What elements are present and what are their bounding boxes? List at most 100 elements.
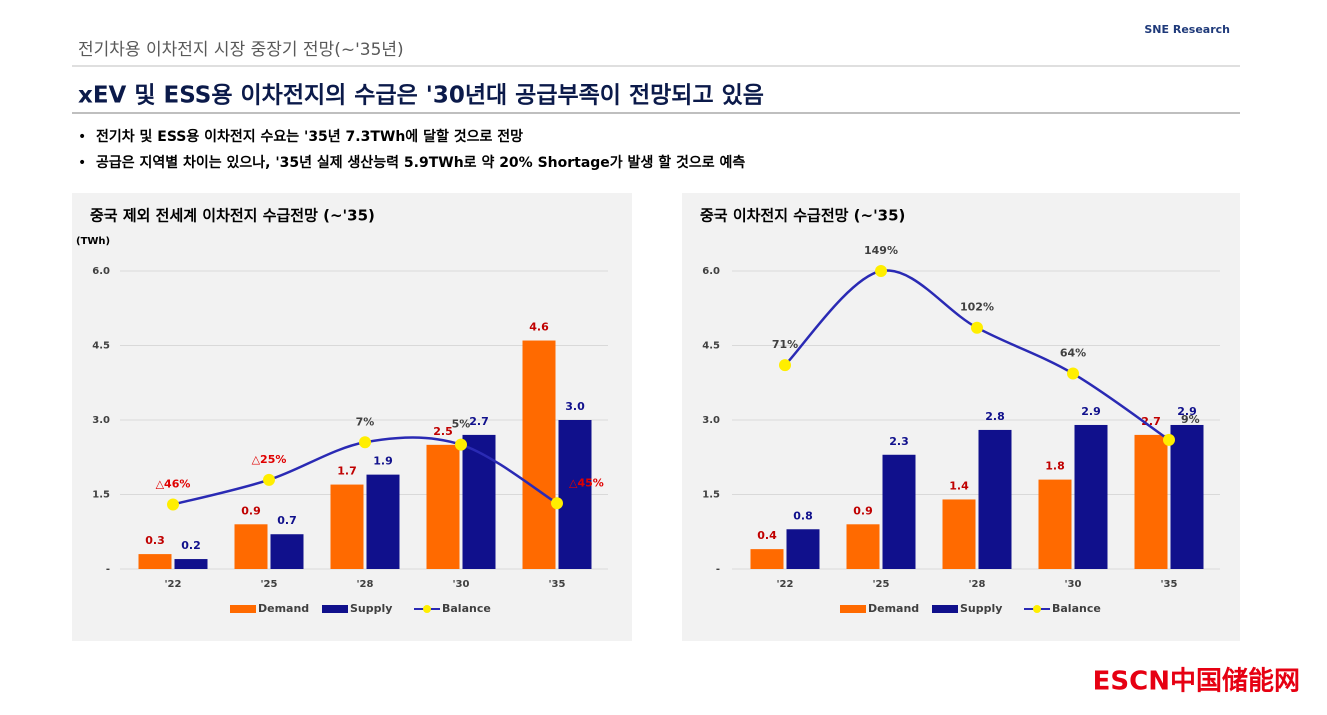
footer-logo: ESCN中国储能网 bbox=[1093, 666, 1300, 697]
line-marker bbox=[1163, 433, 1175, 446]
bar bbox=[1074, 424, 1108, 569]
bar bbox=[750, 549, 784, 569]
legend-swatch bbox=[1033, 605, 1041, 613]
legend-label: Demand bbox=[868, 602, 919, 615]
x-tick-label: '25 bbox=[873, 579, 890, 590]
value-label: 0.9 bbox=[241, 504, 261, 517]
value-label: 7% bbox=[356, 415, 375, 428]
logo: SNE Research bbox=[1144, 23, 1230, 36]
x-tick-label: '25 bbox=[261, 579, 278, 590]
legend-swatch bbox=[932, 605, 958, 613]
bar bbox=[174, 559, 208, 569]
legend-label: Balance bbox=[1052, 602, 1101, 615]
value-label: 2.5 bbox=[433, 425, 453, 438]
legend-swatch bbox=[840, 605, 866, 613]
value-label: 1.8 bbox=[1045, 460, 1065, 473]
x-tick-label: '35 bbox=[549, 579, 566, 590]
line-marker bbox=[971, 321, 983, 334]
bullet: 전기차 및 ESS용 이차전지 수요는 '35년 7.3TWh에 달할 것으로 … bbox=[96, 128, 523, 145]
value-label: 0.4 bbox=[757, 529, 777, 542]
x-tick-label: '22 bbox=[777, 579, 794, 590]
bar bbox=[1134, 434, 1168, 569]
line-marker bbox=[875, 265, 887, 277]
bullet-dot: • bbox=[78, 155, 86, 171]
chart-title: 중국 제외 전세계 이차전지 수급전망 (~'35) bbox=[90, 207, 375, 225]
value-label: 71% bbox=[772, 338, 798, 351]
value-label: 64% bbox=[1060, 347, 1086, 360]
bar bbox=[978, 429, 1012, 569]
bar bbox=[522, 340, 556, 569]
x-tick-label: '28 bbox=[357, 579, 374, 590]
x-tick-label: '30 bbox=[1065, 579, 1082, 590]
value-label: △25% bbox=[252, 453, 287, 466]
legend-swatch bbox=[322, 605, 348, 613]
bar bbox=[1038, 479, 1072, 569]
value-label: 9% bbox=[1181, 413, 1200, 426]
value-label: 0.2 bbox=[181, 539, 201, 552]
bar bbox=[330, 484, 364, 569]
bar bbox=[138, 554, 172, 569]
legend-label: Demand bbox=[258, 602, 309, 615]
value-label: 2.7 bbox=[469, 415, 489, 428]
slide-title: xEV 및 ESS용 이차전지의 수급은 '30년대 공급부족이 전망되고 있음 bbox=[78, 83, 764, 109]
bar bbox=[942, 499, 976, 569]
value-label: 5% bbox=[452, 418, 471, 431]
value-label: 102% bbox=[960, 301, 994, 314]
y-tick-label: 4.5 bbox=[92, 341, 110, 352]
bullet-dot: • bbox=[78, 129, 86, 145]
value-label: △46% bbox=[156, 477, 191, 490]
y-tick-label: - bbox=[716, 564, 720, 575]
line-marker bbox=[359, 436, 371, 449]
y-tick-label: 6.0 bbox=[702, 266, 720, 277]
y-tick-label: 3.0 bbox=[92, 415, 110, 426]
chart-title: 중국 이차전지 수급전망 (~'35) bbox=[700, 207, 905, 225]
bar bbox=[786, 529, 820, 569]
bar bbox=[270, 534, 304, 569]
line-marker bbox=[1067, 367, 1079, 380]
value-label: △45% bbox=[569, 476, 604, 489]
value-label: 2.8 bbox=[985, 410, 1005, 423]
value-label: 3.0 bbox=[565, 400, 585, 413]
y-tick-label: 4.5 bbox=[702, 341, 720, 352]
bar bbox=[462, 434, 496, 569]
x-tick-label: '35 bbox=[1161, 579, 1178, 590]
x-tick-label: '22 bbox=[165, 579, 182, 590]
line-marker bbox=[455, 438, 467, 451]
y-tick-label: 6.0 bbox=[92, 266, 110, 277]
bar bbox=[558, 420, 592, 569]
y-axis-label: (TWh) bbox=[76, 236, 110, 247]
line-marker bbox=[263, 473, 275, 486]
value-label: 1.4 bbox=[949, 479, 969, 492]
x-tick-label: '30 bbox=[453, 579, 470, 590]
bar bbox=[366, 474, 400, 569]
bullet: 공급은 지역별 차이는 있으나, '35년 실제 생산능력 5.9TWh로 약 … bbox=[96, 154, 745, 171]
legend-label: Supply bbox=[350, 602, 392, 615]
bar bbox=[882, 454, 916, 569]
y-tick-label: 3.0 bbox=[702, 415, 720, 426]
y-tick-label: 1.5 bbox=[702, 490, 720, 501]
legend-swatch bbox=[423, 605, 431, 613]
y-tick-label: 1.5 bbox=[92, 490, 110, 501]
x-tick-label: '28 bbox=[969, 579, 986, 590]
value-label: 2.9 bbox=[1177, 405, 1197, 418]
value-label: 2.3 bbox=[889, 435, 909, 448]
value-label: 0.9 bbox=[853, 504, 873, 517]
bar bbox=[426, 444, 460, 569]
value-label: 4.6 bbox=[529, 321, 549, 334]
value-label: 0.8 bbox=[793, 509, 813, 522]
legend-swatch bbox=[230, 605, 256, 613]
legend-label: Supply bbox=[960, 602, 1002, 615]
bar bbox=[1170, 424, 1204, 569]
bar bbox=[234, 524, 268, 569]
value-label: 1.9 bbox=[373, 455, 393, 468]
line-marker bbox=[551, 497, 563, 510]
slide-subtitle: 전기차용 이차전지 시장 중장기 전망(~'35년) bbox=[78, 40, 404, 60]
line-marker bbox=[779, 359, 791, 372]
value-label: 0.3 bbox=[145, 534, 165, 547]
bar bbox=[846, 524, 880, 569]
value-label: 149% bbox=[864, 244, 898, 257]
legend-label: Balance bbox=[442, 602, 491, 615]
line-marker bbox=[167, 498, 179, 511]
